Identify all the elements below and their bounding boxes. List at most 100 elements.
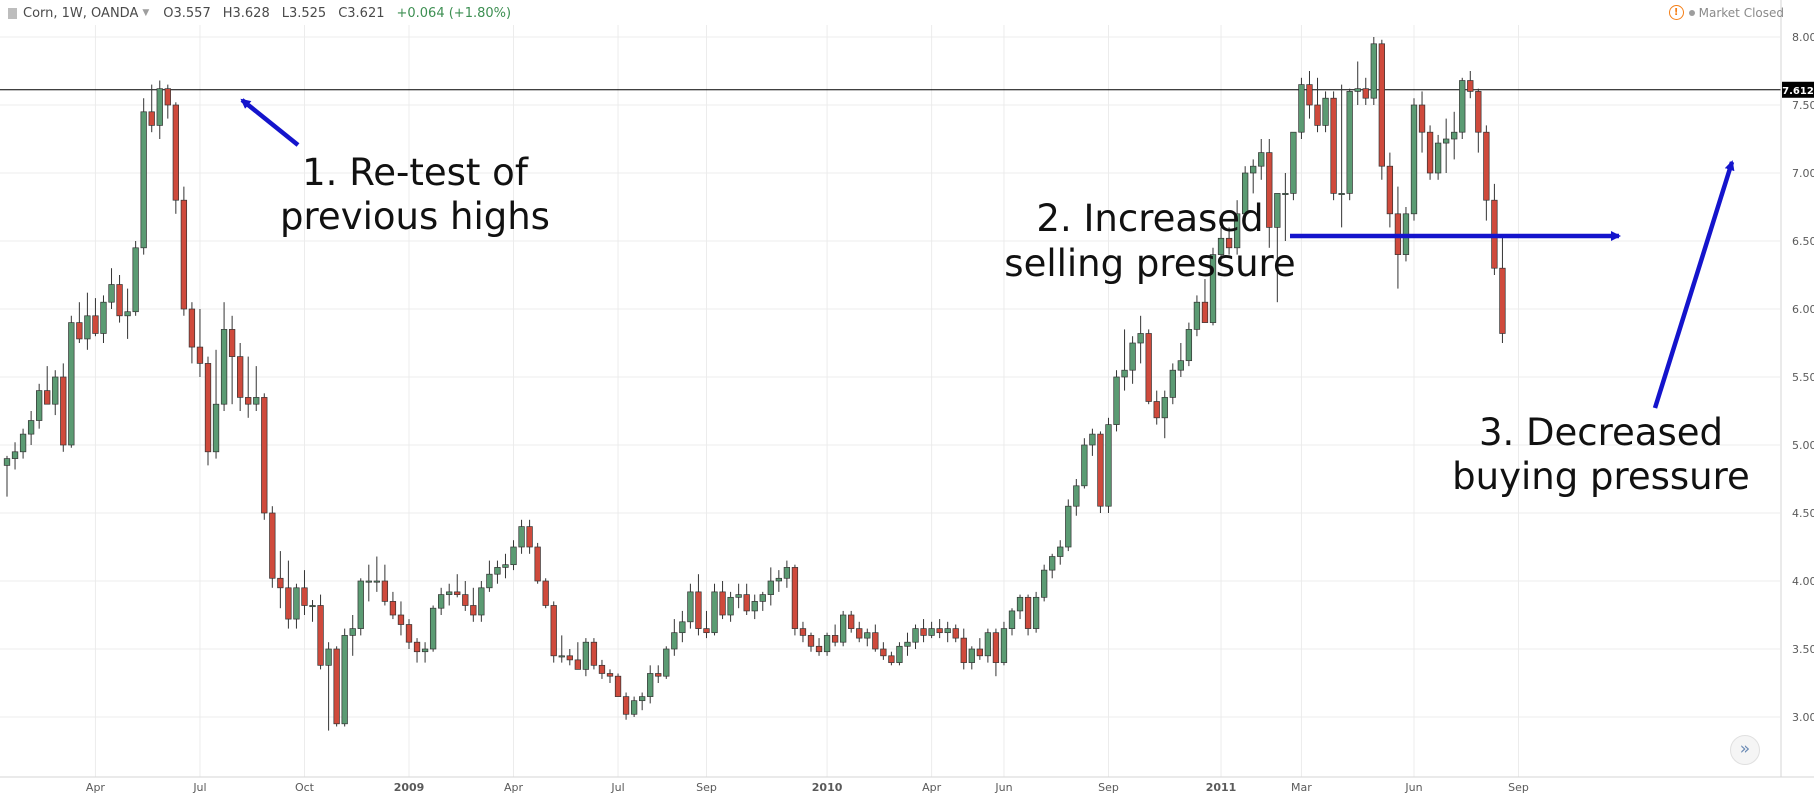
candle-body [1129, 342, 1136, 371]
candle-body [1386, 165, 1394, 215]
grid [0, 25, 1780, 777]
y-tick-label: 4.500 [1792, 507, 1814, 520]
x-tick-label: Sep [1508, 781, 1529, 794]
candle [912, 624, 919, 649]
y-tick-label: 3.500 [1792, 643, 1814, 656]
candle [727, 591, 734, 622]
candle [888, 651, 895, 666]
candle-body [301, 587, 308, 606]
candle [711, 583, 718, 636]
candle-body [381, 580, 389, 602]
candle [285, 560, 292, 629]
candle-body [574, 659, 581, 670]
candle [204, 356, 212, 466]
candle [1362, 77, 1369, 105]
candle [1105, 417, 1112, 513]
candle-body [1378, 43, 1385, 167]
candle-body [52, 376, 59, 405]
candle-body [1177, 360, 1184, 371]
candle-body [1451, 131, 1458, 140]
annotations: 1. Re-test of previous highs 2. Increase… [240, 98, 1750, 498]
candle [108, 268, 115, 309]
candle [1322, 91, 1329, 133]
candle [1298, 77, 1305, 139]
candle [462, 581, 469, 611]
candle [1306, 71, 1313, 119]
candle-body [228, 329, 236, 357]
candle-body [462, 594, 469, 606]
candle [566, 649, 573, 666]
candle-body [622, 696, 630, 715]
candle [1121, 329, 1128, 391]
x-tick-label: Jun [994, 781, 1012, 794]
candle-body [397, 614, 405, 625]
caret-down-icon[interactable]: ▼ [142, 8, 150, 18]
candle-body [1418, 104, 1426, 133]
candle-body [140, 111, 147, 249]
candle-body [124, 311, 131, 317]
candle [27, 411, 35, 445]
candle-body [494, 567, 501, 575]
candle [405, 619, 413, 649]
candle-body [840, 614, 847, 643]
candle-body [1008, 610, 1016, 629]
candle [1193, 295, 1201, 337]
candle-body [1266, 152, 1273, 228]
candle [598, 659, 606, 679]
candle-body [550, 605, 557, 657]
candle-body [253, 397, 260, 405]
candle-body [1032, 596, 1040, 629]
candle-body [333, 648, 340, 725]
candle-body [944, 628, 951, 634]
candle-body [566, 655, 573, 661]
candle [212, 349, 220, 459]
candle [1499, 234, 1506, 343]
candle [735, 583, 742, 609]
candle-body [341, 635, 348, 725]
candle-body [992, 632, 1000, 663]
candle-body [864, 632, 871, 639]
candle-body [116, 284, 123, 317]
candle-body [639, 696, 646, 702]
candle-body [984, 632, 992, 657]
x-tick-label: Apr [504, 781, 524, 794]
candle [100, 295, 107, 343]
candle [695, 574, 702, 636]
candle [381, 564, 389, 606]
candle-body [968, 648, 975, 663]
y-tick-label: 6.000 [1792, 303, 1814, 316]
candle-body [848, 614, 855, 629]
candle [679, 610, 686, 643]
candle-body [1354, 88, 1361, 92]
candle-body [928, 628, 935, 636]
candle-body [695, 591, 702, 629]
candle [92, 298, 99, 337]
candle-body [759, 594, 766, 602]
candle [148, 84, 155, 133]
candle-body [1434, 142, 1442, 174]
candle [647, 665, 654, 704]
candle-body [936, 628, 943, 634]
candle [1346, 88, 1353, 201]
candle-body [1362, 88, 1369, 99]
candle [349, 615, 356, 656]
candle-body [655, 673, 662, 677]
x-tick-label: Jun [1404, 781, 1422, 794]
market-status[interactable]: ! Market Closed [1668, 5, 1784, 20]
candle-body [807, 635, 815, 647]
y-tick-label: 7.000 [1792, 167, 1814, 180]
candle [1258, 139, 1265, 180]
scroll-to-realtime-button[interactable]: » [1730, 735, 1760, 765]
candle [52, 370, 59, 416]
candle [1443, 118, 1450, 173]
symbol-name[interactable]: Corn, 1W, OANDA [23, 5, 139, 21]
candle [116, 275, 123, 323]
ohlc-close: C3.621 [338, 5, 385, 21]
candle-body [309, 605, 316, 608]
candle-body [277, 577, 284, 589]
candle-body [711, 591, 718, 634]
candle-body [663, 648, 670, 677]
